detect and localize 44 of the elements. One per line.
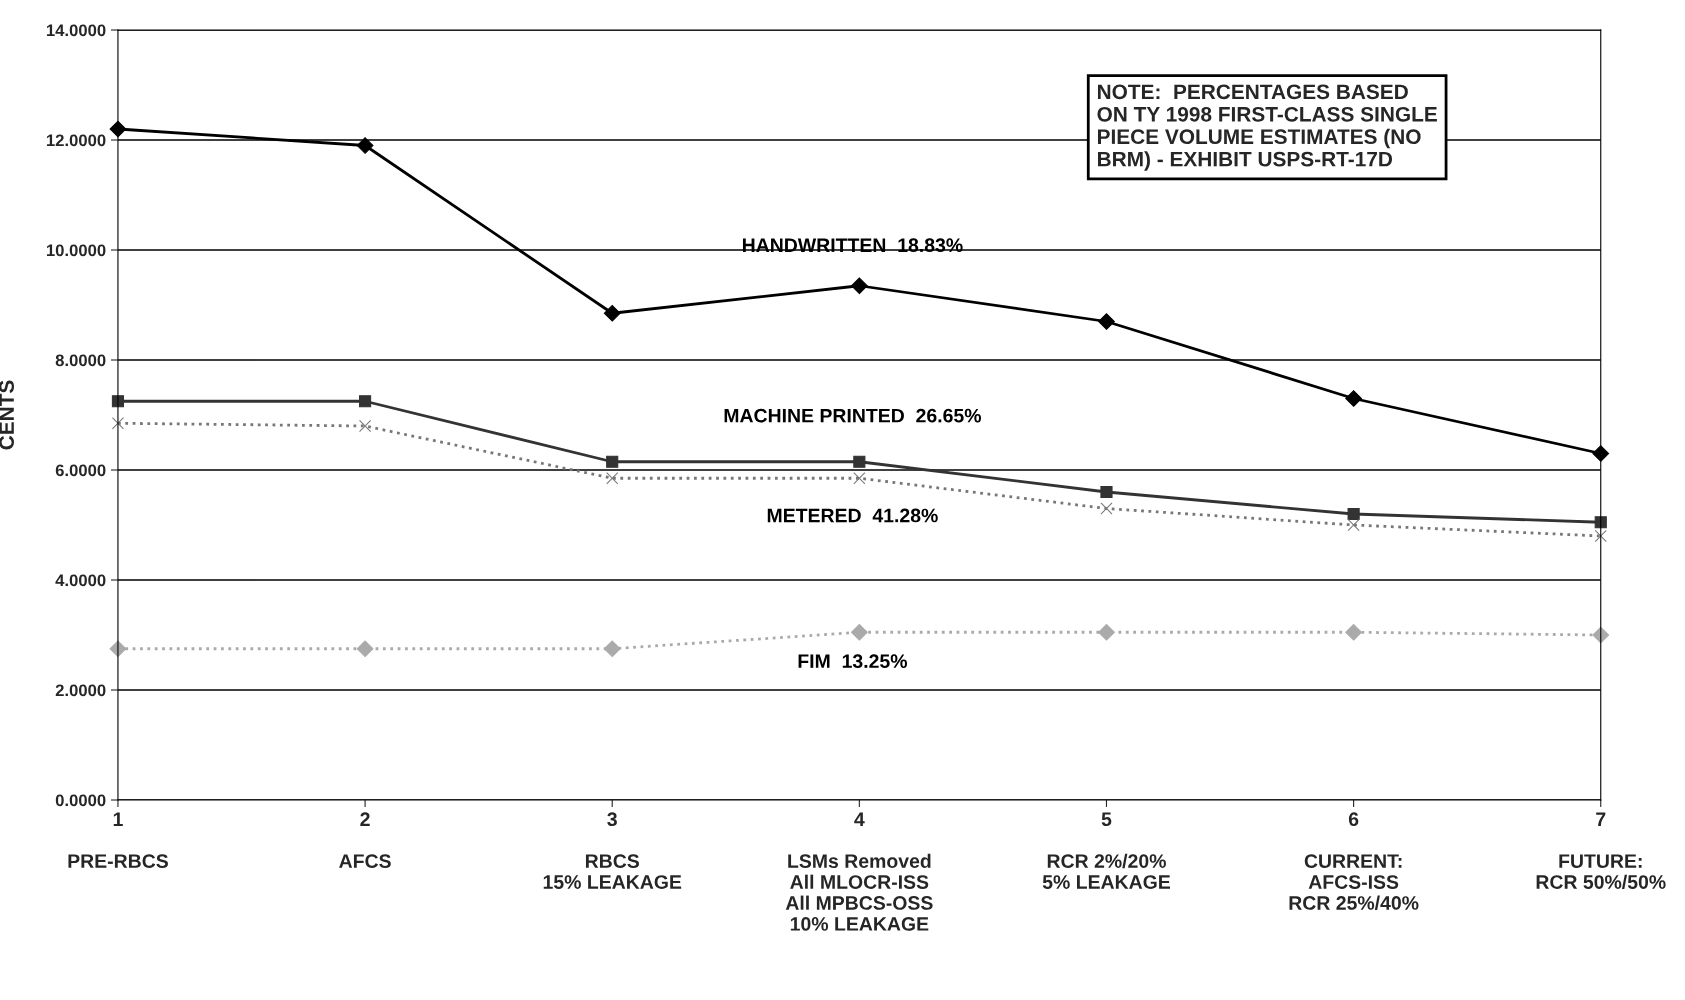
y-tick-label: 10.0000 [46, 244, 106, 257]
point [1098, 623, 1115, 641]
category-label: 1 PRE-RBCS [68, 812, 168, 868]
point [850, 277, 868, 295]
y-tick-label: 4.0000 [55, 574, 106, 587]
category-label: 6 CURRENT: AFCS-ISS RCR 25%/40% [1289, 812, 1419, 911]
category-label: 5 RCR 2%/20% 5% LEAKAGE [1042, 812, 1171, 889]
point [606, 472, 619, 485]
point [359, 395, 372, 408]
series-label: FIM 13.25% [798, 654, 908, 669]
y-tick-label: 12.0000 [46, 134, 106, 147]
point [603, 640, 621, 658]
point [1100, 485, 1113, 499]
category-label: 4 LSMs Removed All MLOCR-ISS All MPBCS-OSS 10% LEAKAGE [785, 812, 933, 931]
annotation: NOTE: PERCENTAGES BASED ON TY 1998 FIRST-CLASS SINGLE PIECE VOLUME ESTIMATES (NO BRM) - EXHIBIT USPS-RT-17D [1097, 84, 1437, 171]
y-tick-label: 6.0000 [55, 464, 106, 477]
point [1098, 313, 1115, 330]
point [850, 623, 868, 641]
point [1347, 518, 1360, 532]
category-label: 2 AFCS [339, 812, 391, 868]
y-tick-label: 14.0000 [46, 24, 106, 37]
y-tick-label: 8.0000 [55, 354, 106, 367]
point [603, 304, 621, 322]
point [1347, 507, 1360, 521]
point [1594, 529, 1607, 543]
point [853, 472, 866, 485]
point [1594, 516, 1607, 529]
y-tick-label: 0.0000 [55, 794, 106, 807]
point [356, 640, 374, 658]
text: MACHINE PRINTED 26.65% [724, 408, 982, 423]
point [606, 455, 619, 468]
point [356, 137, 374, 154]
point [359, 419, 372, 433]
series-label: METERED 41.28% [767, 508, 938, 523]
point [111, 417, 125, 430]
point [1345, 390, 1362, 407]
series-label: HANDWRITTEN 18.83% [742, 238, 963, 253]
point [853, 455, 866, 468]
category-label: 3 RBCS 15% LEAKAGE [543, 812, 682, 889]
category-label: 7 FUTURE: RCR 50%/50% [1536, 812, 1666, 890]
point [1345, 623, 1362, 641]
point [1100, 502, 1113, 515]
y-tick-label: 2.0000 [55, 684, 106, 697]
y-axis-title: CENTS [0, 380, 15, 450]
